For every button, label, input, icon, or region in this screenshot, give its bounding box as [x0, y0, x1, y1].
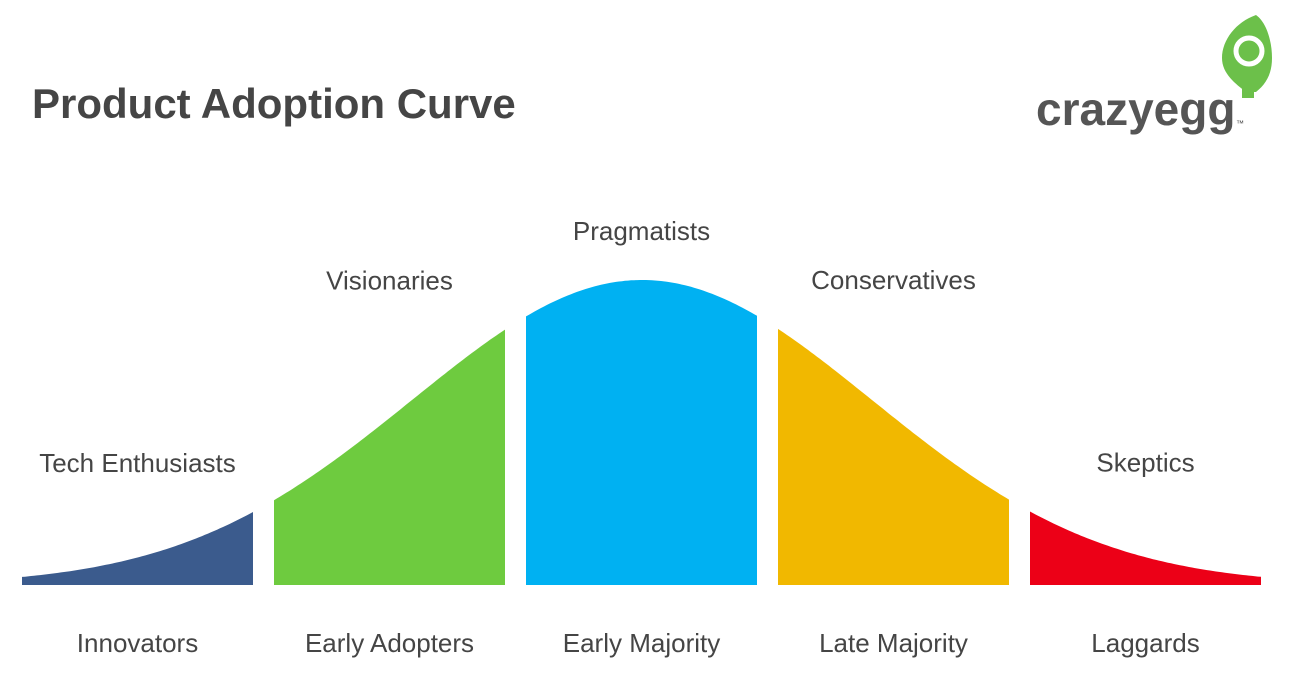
segment-label: Early Majority — [563, 628, 720, 658]
logo-balloon — [1222, 15, 1272, 92]
curve-segment — [274, 329, 505, 585]
logo-tm: ™ — [1236, 119, 1244, 128]
curve-segment — [526, 280, 757, 585]
group-label: Tech Enthusiasts — [39, 448, 236, 478]
logo-text: crazyegg — [1036, 83, 1235, 135]
curve-segment — [778, 328, 1009, 585]
segment-label: Late Majority — [819, 628, 968, 658]
group-label: Visionaries — [326, 266, 453, 296]
group-label: Skeptics — [1096, 447, 1194, 477]
curve — [22, 280, 1261, 585]
logo-c — [1233, 35, 1265, 67]
logo: crazyegg ™ — [1036, 15, 1272, 135]
segment-label: Laggards — [1091, 628, 1199, 658]
segment-label: Innovators — [77, 628, 198, 658]
segment-label: Early Adopters — [305, 628, 474, 658]
title: Product Adoption Curve — [32, 80, 516, 127]
curve-segment — [1030, 511, 1261, 585]
group-label: Pragmatists — [573, 216, 710, 246]
group-label: Conservatives — [811, 265, 976, 295]
logo-basket — [1242, 86, 1254, 98]
curve-segment — [22, 512, 253, 585]
labels: Innovators Tech Enthusiasts Early Adopters… — [39, 216, 1199, 658]
